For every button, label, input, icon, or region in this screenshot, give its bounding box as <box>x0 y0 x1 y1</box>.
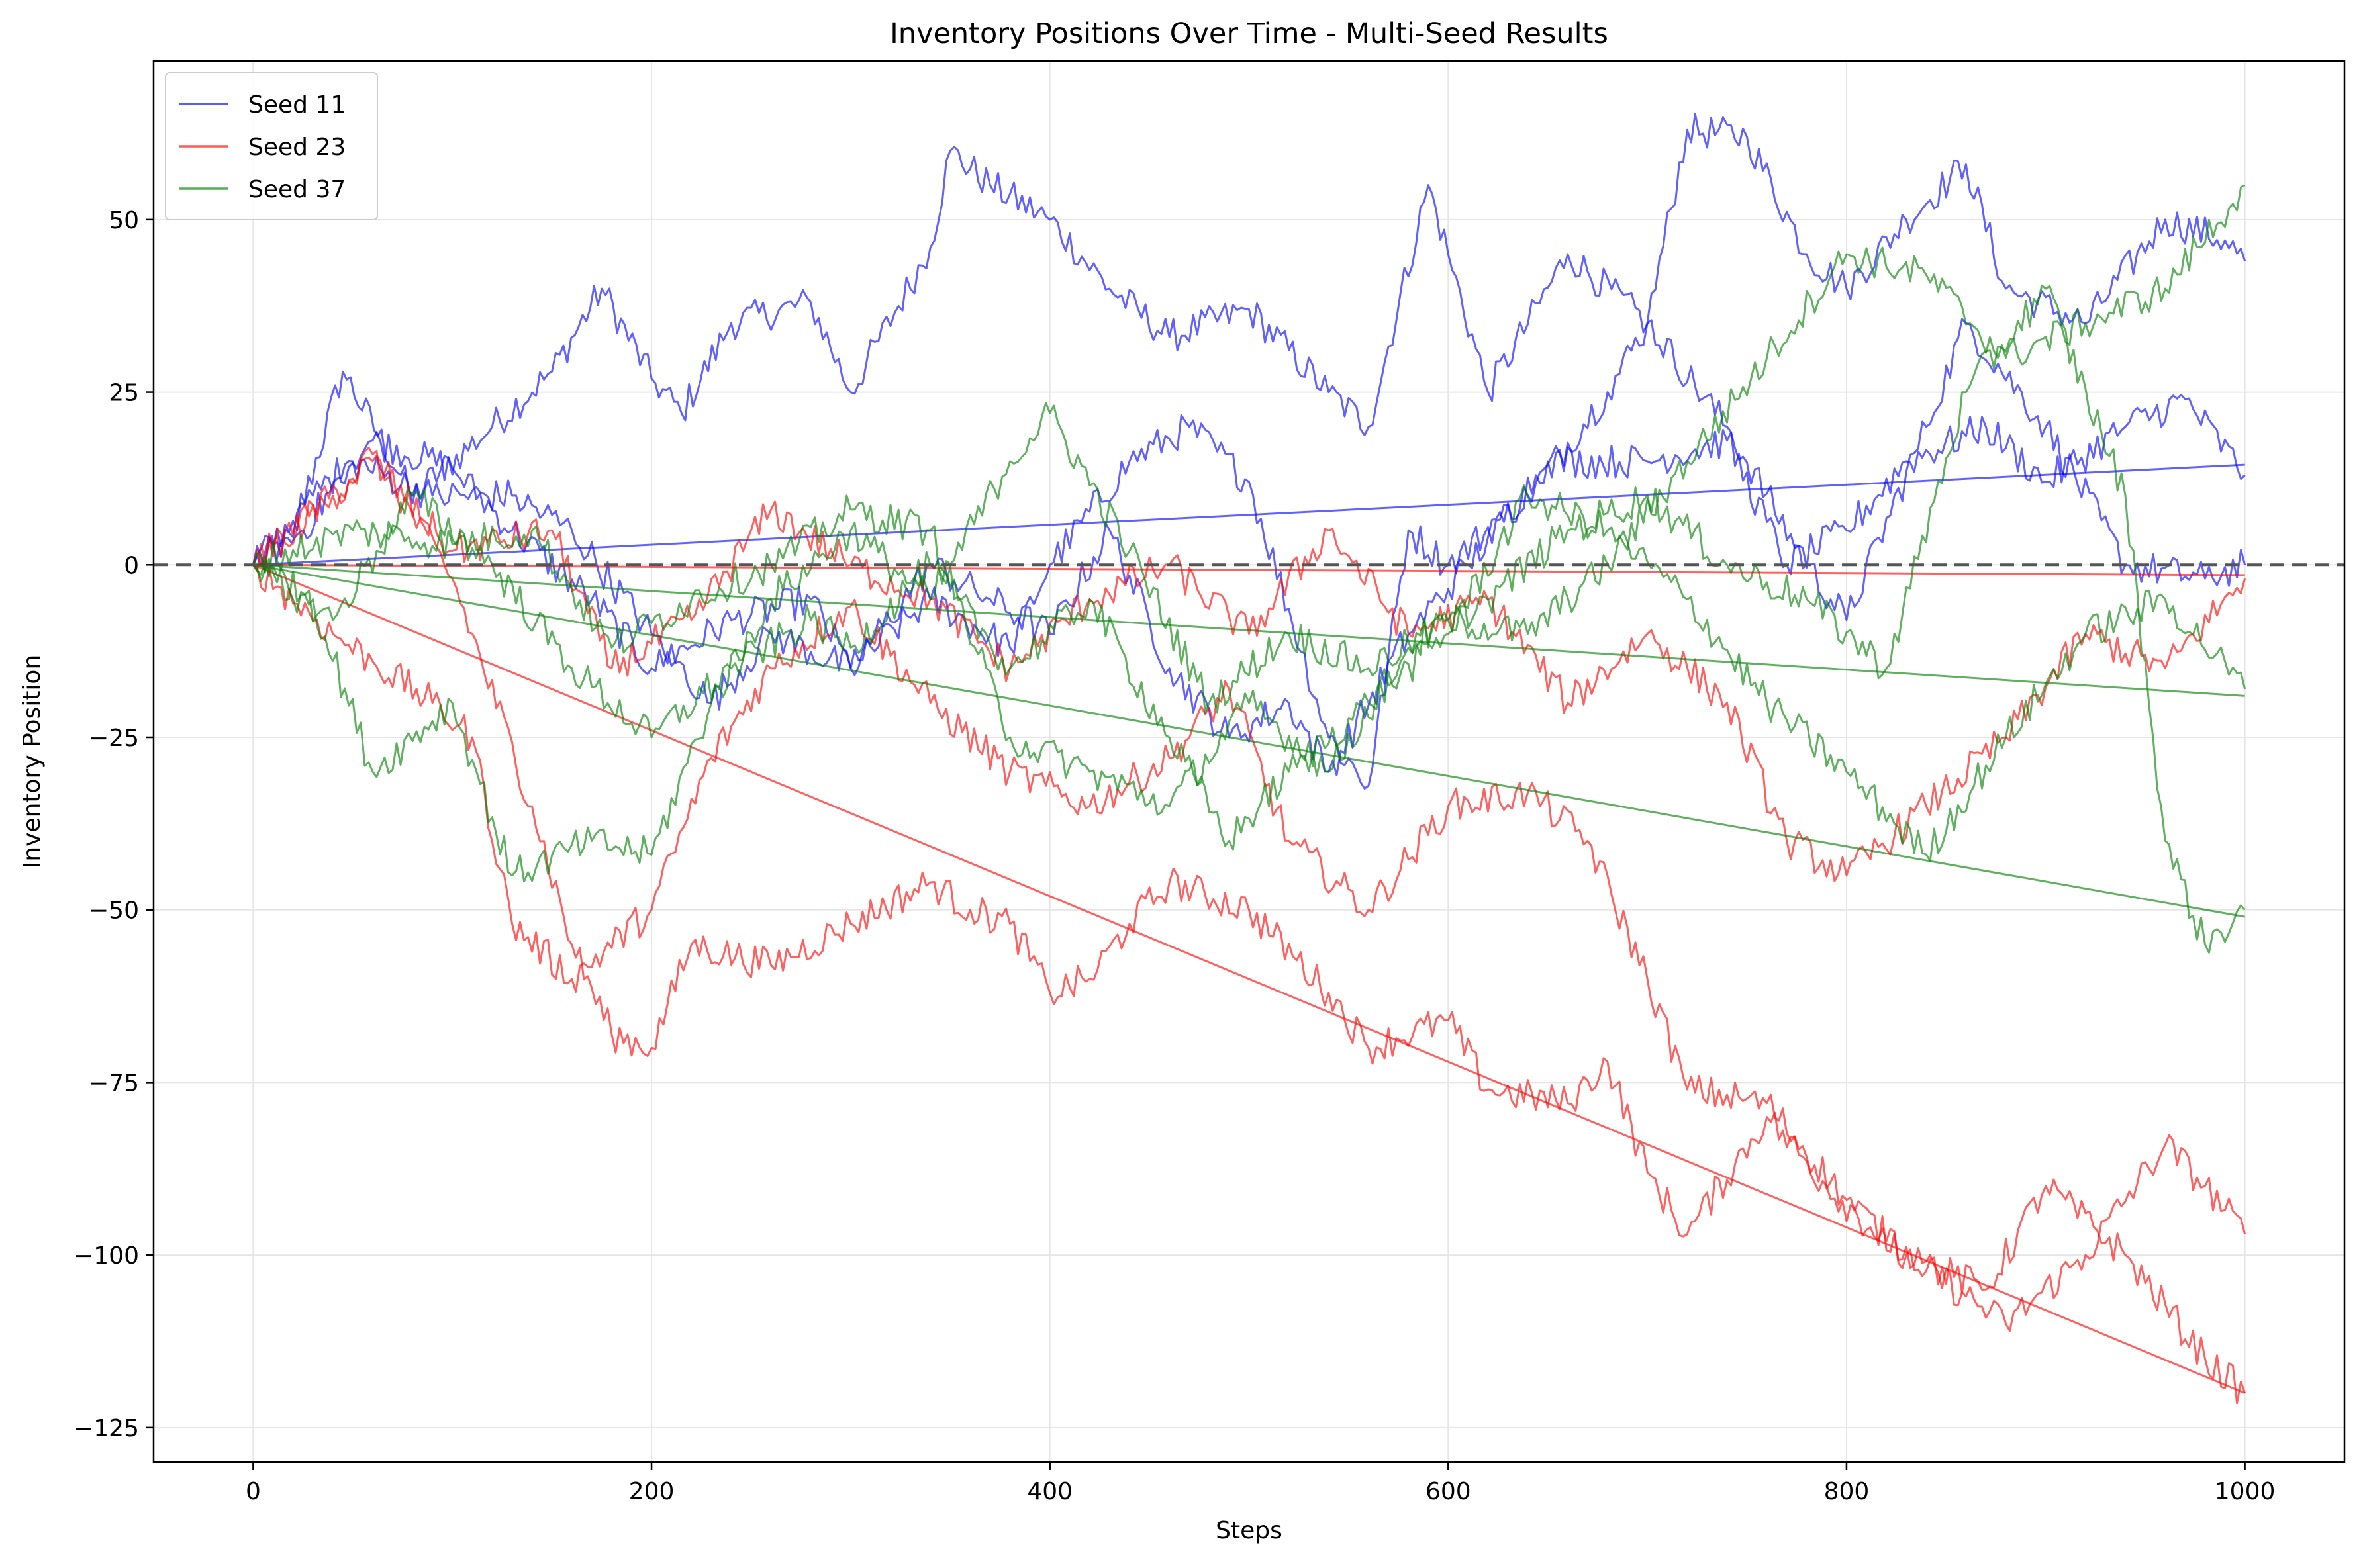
y-tick-label: −25 <box>89 725 139 752</box>
y-tick-label: −50 <box>89 898 139 925</box>
y-tick-label: 0 <box>124 552 139 579</box>
y-tick-label: −75 <box>89 1070 139 1097</box>
series-line <box>252 184 2246 883</box>
legend: Seed 11 Seed 23 Seed 37 <box>165 72 378 220</box>
series-line <box>252 318 2246 790</box>
series-line <box>252 563 2246 1395</box>
x-tick-label: 200 <box>629 1478 675 1505</box>
series-line <box>252 564 2246 1405</box>
y-axis-label: Inventory Position <box>19 655 46 869</box>
y-tick-label: −100 <box>73 1242 139 1269</box>
y-tick-label: 50 <box>109 207 139 234</box>
axis-ticks: 0 200 400 600 800 1000 50 25 0 −25 −50 −75 −100 −125 <box>73 207 2275 1505</box>
chart-title: Inventory Positions Over Time - Multi-Se… <box>890 17 1608 50</box>
x-axis-label: Steps <box>1216 1517 1282 1544</box>
series-line <box>252 484 2246 862</box>
y-tick-label: −125 <box>73 1415 139 1442</box>
x-tick-label: 800 <box>1824 1478 1870 1505</box>
legend-box <box>165 72 378 220</box>
series-line <box>252 284 2246 954</box>
x-tick-label: 600 <box>1425 1478 1471 1505</box>
x-tick-label: 0 <box>246 1478 261 1505</box>
series-line <box>252 454 2246 882</box>
series-line <box>252 394 2246 776</box>
series-line <box>253 563 2245 697</box>
series-line <box>252 113 2246 567</box>
y-tick-label: 25 <box>109 380 139 407</box>
series-line <box>253 563 2245 918</box>
x-tick-label: 1000 <box>2215 1478 2276 1505</box>
plot-frame <box>152 60 2346 1463</box>
x-tick-label: 400 <box>1027 1478 1073 1505</box>
series-line <box>253 463 2245 566</box>
legend-label: Seed 11 <box>248 91 346 118</box>
legend-label: Seed 23 <box>248 134 346 161</box>
legend-label: Seed 37 <box>248 176 346 203</box>
series-group <box>252 113 2246 1405</box>
